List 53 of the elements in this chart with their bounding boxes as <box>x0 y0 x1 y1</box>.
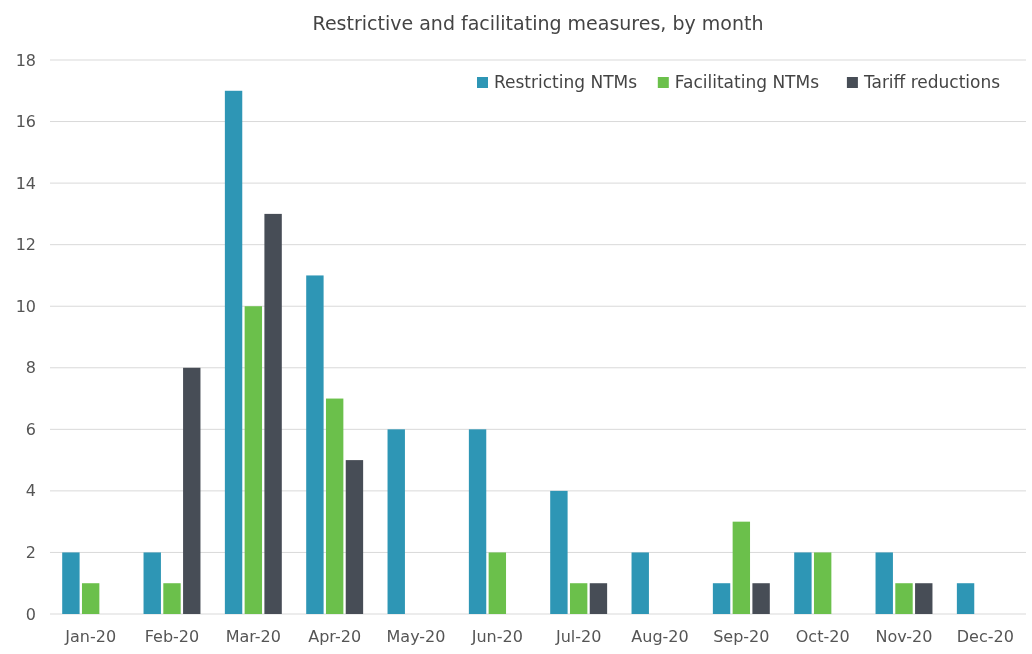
y-tick-label: 16 <box>15 112 36 132</box>
bar <box>163 583 181 614</box>
bar <box>468 429 487 614</box>
bar <box>244 306 263 614</box>
bar <box>794 552 812 614</box>
bar <box>183 367 201 614</box>
bar <box>143 552 161 614</box>
y-tick-label: 2 <box>25 543 36 563</box>
bar <box>569 583 588 614</box>
bar <box>813 552 832 614</box>
bar <box>915 583 933 614</box>
x-tick-label: Dec-20 <box>956 627 1014 646</box>
bar <box>550 490 568 614</box>
x-tick-label: Sep-20 <box>713 627 770 646</box>
x-tick-label: Jul-20 <box>554 627 602 646</box>
bar <box>895 583 913 614</box>
bar <box>264 213 282 614</box>
x-tick-label: Aug-20 <box>631 627 689 646</box>
bar <box>488 552 507 614</box>
bar <box>224 90 243 614</box>
bar <box>589 583 608 614</box>
bar <box>325 398 344 614</box>
bar <box>752 583 770 614</box>
x-tick-label: Jun-20 <box>470 627 523 646</box>
x-tick-label: Apr-20 <box>308 627 362 646</box>
legend-label: Facilitating NTMs <box>674 72 820 92</box>
bar <box>306 275 324 614</box>
bar <box>631 552 649 614</box>
y-tick-label: 4 <box>25 481 36 501</box>
bar <box>81 583 100 614</box>
bar <box>387 429 405 614</box>
x-tick-label: Jan-20 <box>64 627 117 646</box>
y-tick-label: 10 <box>15 296 36 316</box>
bar <box>345 460 364 614</box>
legend-label: Restricting NTMs <box>494 72 638 92</box>
bar <box>875 552 893 614</box>
bar <box>732 521 751 614</box>
y-tick-label: 0 <box>25 604 36 624</box>
x-tick-label: Mar-20 <box>225 627 281 646</box>
legend-label: Tariff reductions <box>862 72 1001 92</box>
x-tick-label: Feb-20 <box>144 627 200 646</box>
y-tick-label: 14 <box>15 173 36 193</box>
y-tick-label: 18 <box>15 50 36 70</box>
x-tick-label: May-20 <box>386 627 446 646</box>
chart-title: Restrictive and facilitating measures, by month <box>312 12 764 34</box>
y-tick-label: 8 <box>25 358 36 378</box>
bar <box>62 552 80 614</box>
y-tick-label: 12 <box>15 235 36 255</box>
x-tick-label: Oct-20 <box>795 627 850 646</box>
bar <box>712 583 731 614</box>
y-tick-label: 6 <box>25 419 36 439</box>
x-tick-label: Nov-20 <box>875 627 933 646</box>
bar <box>956 583 975 614</box>
